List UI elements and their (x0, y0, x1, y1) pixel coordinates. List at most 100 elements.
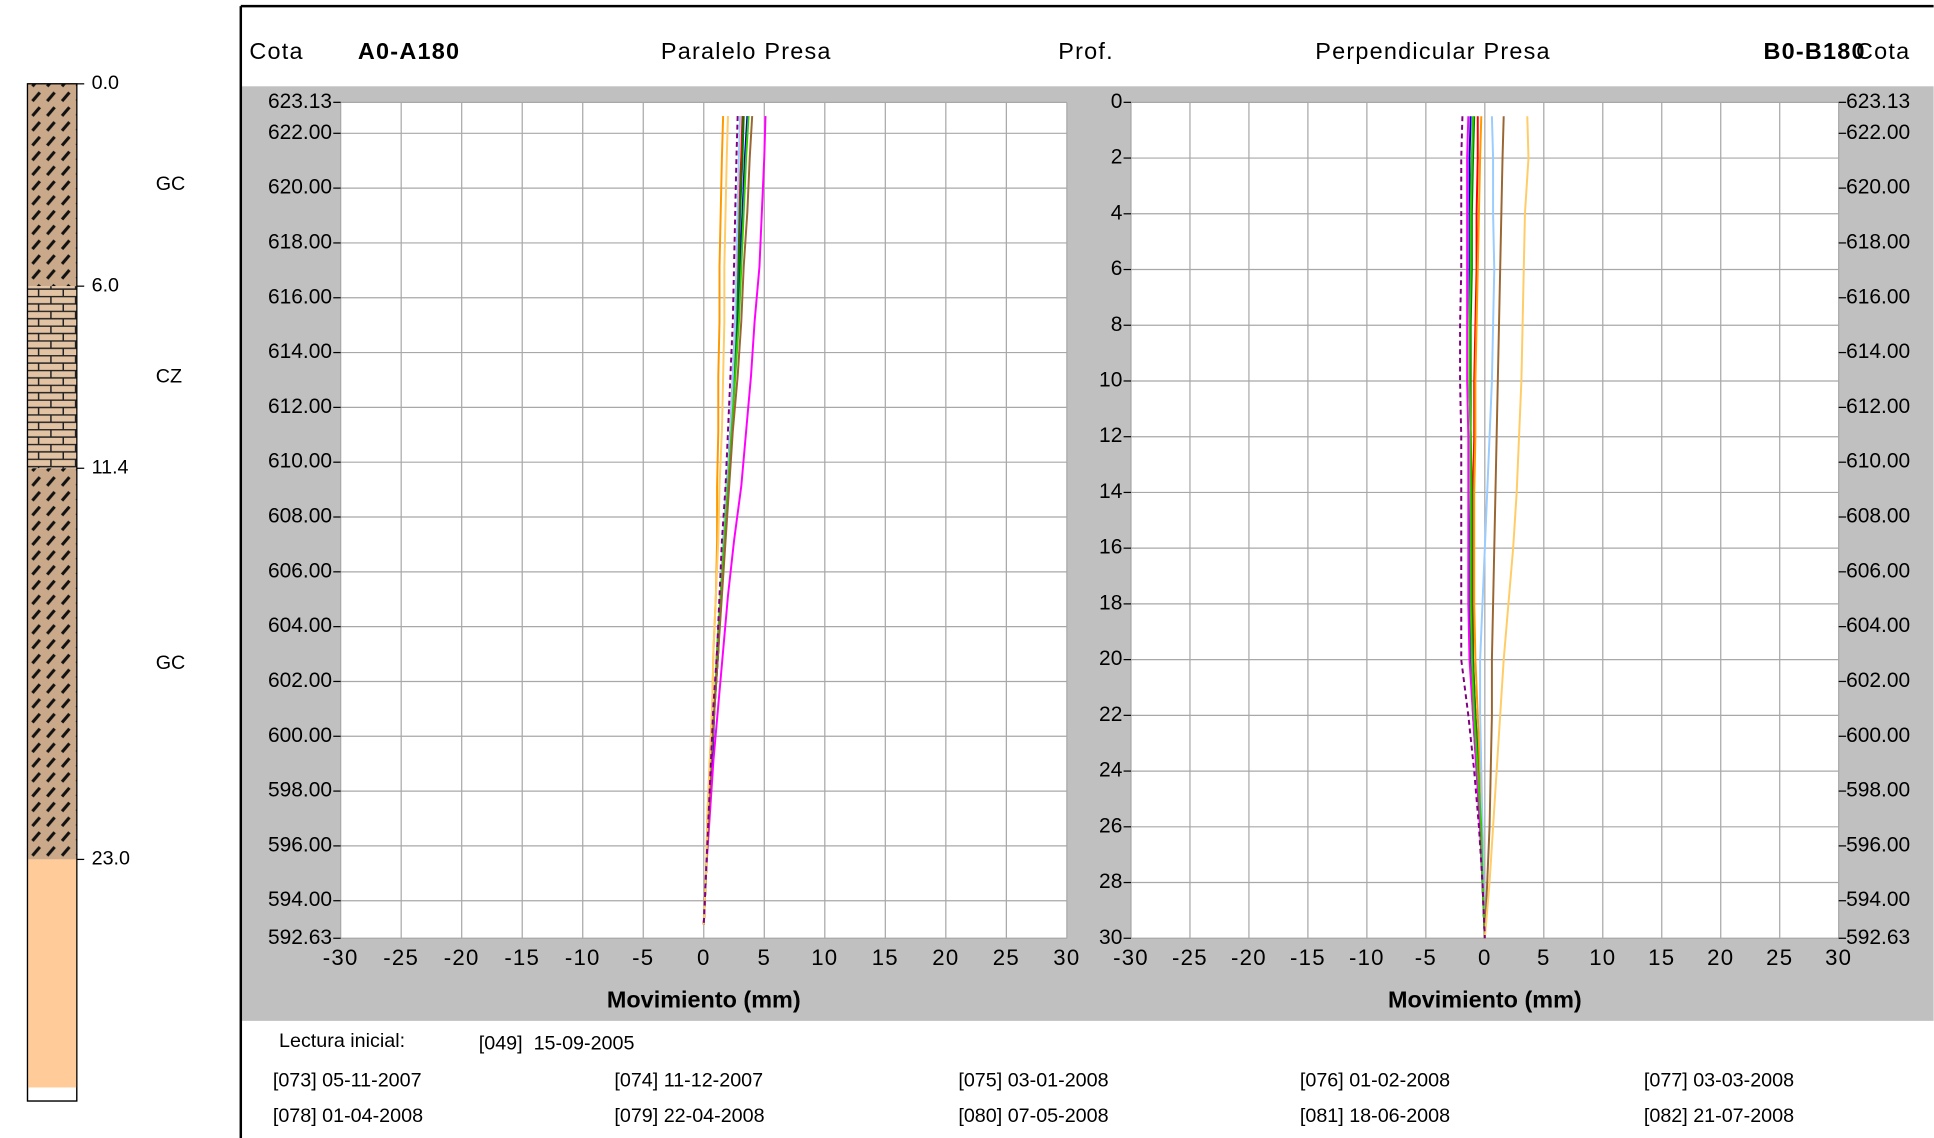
initial-reading-value: [049] 15-09-2005 (479, 1033, 635, 1055)
y-tick-label: 10 (1099, 369, 1122, 392)
x-tick-label: 25 (993, 945, 1020, 970)
y-tick-label: 596.00 (268, 833, 332, 856)
soil-depth-label: 0.0 (92, 72, 119, 94)
x-axis-label: Movimiento (mm) (1388, 986, 1582, 1012)
x-tick-label: -15 (1290, 945, 1326, 970)
y-tick-label: 18 (1099, 591, 1122, 614)
profile-line (1483, 116, 1530, 939)
x-tick-label: 10 (811, 945, 838, 970)
legend-entry: [082] 21-07-2008 (1644, 1105, 1794, 1127)
soil-layer-label: GC (156, 652, 186, 674)
y-tick-label: 616.00 (268, 285, 332, 308)
x-tick-label: -15 (504, 945, 540, 970)
x-tick-label: -30 (1113, 945, 1149, 970)
y-tick-label: 622.00 (268, 121, 332, 144)
profile-line (1479, 116, 1496, 939)
y2-tick-label: 592.63 (1846, 926, 1910, 949)
profile-line (1483, 116, 1505, 939)
y-tick-label: 618.00 (268, 230, 332, 253)
y2-tick-label: 610.00 (1846, 450, 1910, 473)
y2-tick-label: 618.00 (1846, 230, 1910, 253)
y-tick-label: 602.00 (268, 669, 332, 692)
x-tick-label: 5 (1537, 945, 1551, 970)
x-tick-label: 20 (932, 945, 959, 970)
axis-header: Cota (1856, 38, 1910, 64)
chart-title: Paralelo Presa (661, 38, 832, 64)
soil-depth-label: 6.0 (92, 274, 119, 296)
x-tick-label: -25 (383, 945, 419, 970)
soil-frame (26, 83, 78, 1102)
legend-entry: [074] 11-12-2007 (614, 1069, 763, 1091)
y-tick-label: 0 (1111, 90, 1123, 113)
y2-tick-label: 598.00 (1846, 779, 1910, 802)
profile-line (702, 115, 754, 925)
axis-header: Cota (249, 38, 303, 64)
y-tick-label: 606.00 (268, 559, 332, 582)
profile-line (702, 116, 767, 925)
legend-entry: [078] 01-04-2008 (273, 1105, 423, 1127)
axis-header: A0-A180 (358, 38, 460, 64)
y-tick-label: 592.63 (268, 926, 332, 949)
x-tick-label: -5 (1415, 945, 1437, 970)
x-tick-label: 5 (757, 945, 771, 970)
soil-depth-label: 23.0 (92, 848, 130, 870)
y-tick-label: 12 (1099, 424, 1122, 447)
legend-entry: [081] 18-06-2008 (1300, 1105, 1450, 1127)
y2-tick-label: 608.00 (1846, 505, 1910, 528)
y-tick-label: 8 (1111, 313, 1123, 336)
y2-tick-label: 594.00 (1846, 888, 1910, 911)
y-tick-label: 16 (1099, 536, 1122, 559)
soil-depth-label: 11.4 (92, 456, 129, 478)
axis-header: B0-B180 (1763, 38, 1865, 64)
y-tick-label: 598.00 (268, 779, 332, 802)
y2-tick-label: 606.00 (1846, 559, 1910, 582)
initial-reading-label: Lectura inicial: (279, 1030, 405, 1052)
soil-column (26, 83, 78, 1102)
x-tick-label: -10 (1349, 945, 1385, 970)
x-tick-label: -30 (323, 945, 359, 970)
x-tick-label: 25 (1766, 945, 1793, 970)
y2-tick-label: 620.00 (1846, 176, 1910, 199)
y-tick-label: 30 (1099, 926, 1122, 949)
y2-tick-label: 596.00 (1846, 833, 1910, 856)
legend-entry: [079] 22-04-2008 (614, 1105, 764, 1127)
y-tick-label: 600.00 (268, 724, 332, 747)
x-tick-label: 0 (697, 945, 711, 970)
y-tick-label: 6 (1111, 257, 1123, 280)
soil-layer-label: GC (156, 173, 186, 195)
x-tick-label: 15 (872, 945, 899, 970)
y-tick-label: 623.13 (268, 90, 332, 113)
x-tick-label: 30 (1053, 945, 1080, 970)
y-tick-label: 620.00 (268, 176, 332, 199)
y-tick-label: 610.00 (268, 450, 332, 473)
x-tick-label: 10 (1589, 945, 1616, 970)
legend-entry: [075] 03-01-2008 (958, 1069, 1108, 1091)
x-tick-label: 30 (1825, 945, 1852, 970)
axis-header: Prof. (1058, 38, 1114, 64)
y-tick-label: 26 (1099, 814, 1122, 837)
profile-line (1459, 116, 1486, 939)
x-axis-label: Movimiento (mm) (607, 986, 801, 1012)
x-tick-label: -25 (1172, 945, 1208, 970)
profile-line (1468, 116, 1486, 939)
y-tick-label: 20 (1099, 647, 1122, 670)
legend-entry: [073] 05-11-2007 (273, 1069, 422, 1091)
x-tick-label: 20 (1707, 945, 1734, 970)
y-tick-label: 4 (1111, 201, 1123, 224)
x-tick-label: -10 (565, 945, 601, 970)
x-tick-label: -20 (444, 945, 480, 970)
soil-layer (27, 468, 77, 860)
legend-entry: [077] 03-03-2008 (1644, 1069, 1794, 1091)
y-tick-label: 594.00 (268, 888, 332, 911)
profile-line (1466, 116, 1486, 939)
y2-tick-label: 600.00 (1846, 724, 1910, 747)
x-tick-label: 0 (1478, 945, 1492, 970)
y2-tick-label: 616.00 (1846, 285, 1910, 308)
y-tick-label: 14 (1099, 480, 1123, 503)
y-tick-label: 28 (1099, 870, 1122, 893)
y2-tick-label: 612.00 (1846, 395, 1910, 418)
profile-line (702, 116, 739, 925)
y-tick-label: 604.00 (268, 614, 332, 637)
